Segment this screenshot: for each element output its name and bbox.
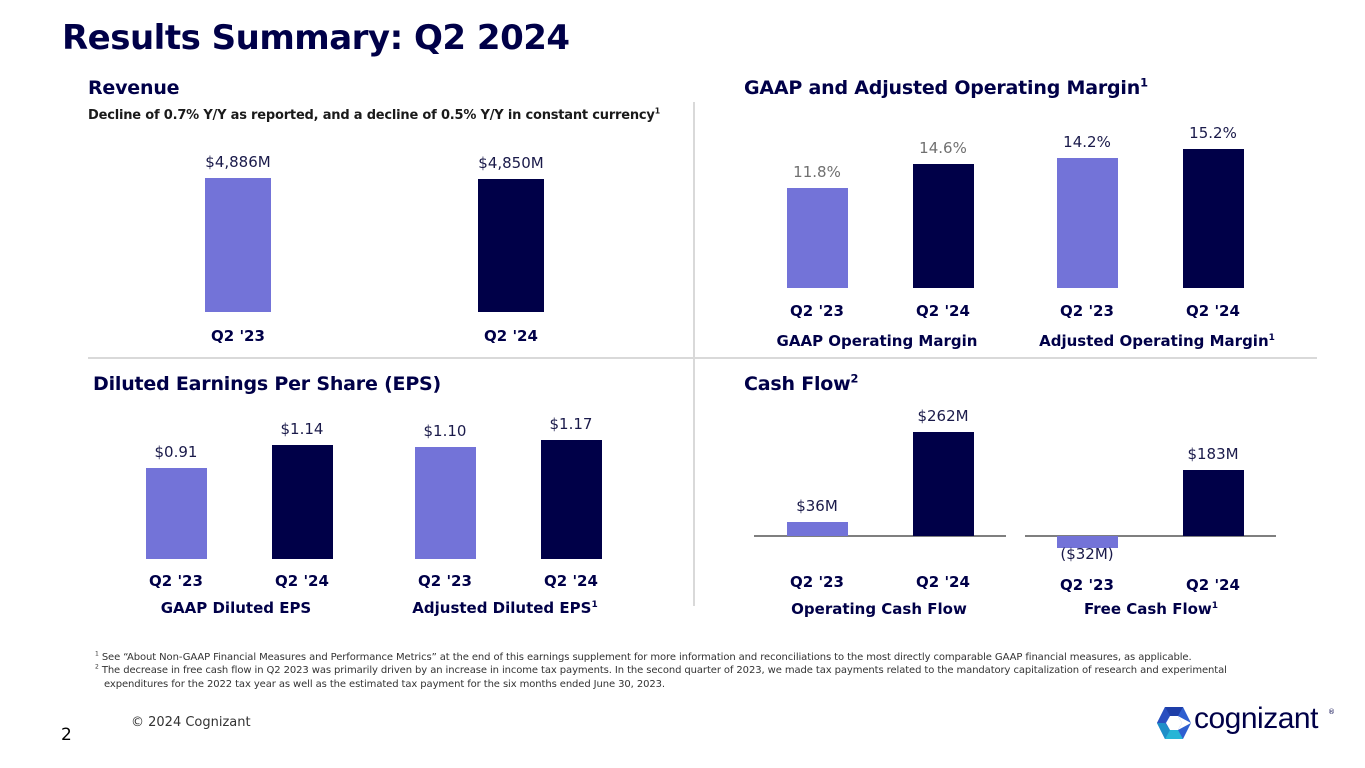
revenue-subtitle: Decline of 0.7% Y/Y as reported, and a d… [88, 106, 660, 123]
revenue-category-label: Q2 '24 [484, 327, 538, 345]
adjusted-diluted-eps-group-label-text: Adjusted Diluted EPS [412, 599, 592, 617]
footnote-text: The decrease in free cash flow in Q2 202… [101, 665, 1227, 676]
revenue-title: Revenue [88, 77, 180, 99]
revenue-bar-q2-24 [478, 178, 544, 312]
footnote-2: 2 The decrease in free cash flow in Q2 2… [95, 663, 1227, 676]
gaap-diluted-eps-group-label-text: GAAP Diluted EPS [160, 599, 312, 617]
logo-registered-mark: ® [1328, 708, 1335, 716]
footnote-ref: 2 [850, 371, 859, 386]
operating-cash-flow-group-label: Operating Cash Flow [749, 600, 1009, 618]
footnote-ref: 1 [591, 600, 598, 610]
free-cash-flow-group-label-text: Free Cash Flow [1083, 600, 1212, 618]
adjusted-diluted-eps-value-label: $1.17 [549, 415, 593, 433]
adjusted-diluted-eps-group-label: Adjusted Diluted EPS1 [375, 599, 635, 617]
footnote-marker: 1 [95, 650, 99, 658]
operating-cash-flow-bar-q2-24 [912, 432, 974, 536]
gaap-diluted-eps-value-label: $1.14 [280, 420, 324, 438]
free-cash-flow-value-label: $183M [1187, 445, 1239, 463]
footnote-marker: 2 [95, 663, 99, 671]
footnote-text: See “About Non-GAAP Financial Measures a… [101, 652, 1192, 663]
logo-wordmark: cognizant [1194, 702, 1318, 735]
operating-cash-flow-value-label: $262M [917, 407, 969, 425]
cognizant-logo: cognizant ® [1156, 702, 1336, 742]
footnote-ref: 1 [1140, 75, 1148, 90]
gaap-operating-margin-category-label: Q2 '24 [916, 302, 970, 320]
free-cash-flow-group-label: Free Cash Flow1 [1021, 600, 1281, 618]
adjusted-operating-margin-bar-q2-24 [1182, 149, 1244, 288]
footnote-ref: 1 [1211, 601, 1219, 611]
gaap-operating-margin-value-label: 14.6% [919, 139, 967, 157]
cash-title-text: Cash Flow [744, 373, 851, 395]
free-cash-flow-value-label: ($32M) [1060, 544, 1114, 563]
footnote-2-continuation: expenditures for the 2022 tax year as we… [104, 679, 665, 690]
free-cash-flow-bar-q2-23 [1056, 536, 1118, 548]
gaap-operating-margin-value-label: 11.8% [793, 162, 841, 181]
margin-title-text: GAAP and Adjusted Operating Margin [744, 77, 1141, 99]
adjusted-operating-margin-value-label: 14.2% [1063, 133, 1111, 152]
margin-title: GAAP and Adjusted Operating Margin1 [744, 77, 1148, 99]
gaap-diluted-eps-bar-q2-24 [271, 445, 333, 559]
page-title: Results Summary: Q2 2024 [62, 18, 570, 58]
operating-cash-flow-baseline [754, 535, 1006, 537]
adjusted-operating-margin-bar-q2-23 [1056, 158, 1118, 288]
page-number: 2 [61, 725, 72, 745]
free-cash-flow-category-label: Q2 '24 [1186, 576, 1240, 594]
free-cash-flow-baseline [1025, 535, 1276, 537]
revenue-bar-q2-23 [205, 178, 271, 312]
copyright: © 2024 Cognizant [131, 715, 251, 730]
adjusted-diluted-eps-value-label: $1.10 [423, 422, 467, 441]
eps-title: Diluted Earnings Per Share (EPS) [93, 373, 442, 395]
footnote-1: 1 See “About Non-GAAP Financial Measures… [95, 650, 1192, 663]
free-cash-flow-category-label: Q2 '23 [1060, 576, 1114, 594]
gaap-operating-margin-group-label-text: GAAP Operating Margin [776, 332, 978, 350]
footnote-ref: 1 [1268, 333, 1275, 343]
revenue-category-label: Q2 '23 [211, 327, 265, 345]
operating-cash-flow-category-label: Q2 '23 [790, 573, 844, 591]
adjusted-diluted-eps-bar-q2-24 [540, 440, 602, 559]
adjusted-diluted-eps-bar-q2-23 [414, 447, 476, 559]
adjusted-operating-margin-category-label: Q2 '24 [1186, 302, 1240, 320]
vertical-divider [693, 102, 695, 606]
gaap-operating-margin-group-label: GAAP Operating Margin [747, 332, 1007, 350]
gaap-diluted-eps-bar-q2-23 [145, 468, 207, 559]
gaap-operating-margin-bar-q2-24 [912, 164, 974, 288]
operating-cash-flow-category-label: Q2 '24 [916, 573, 970, 591]
operating-cash-flow-group-label-text: Operating Cash Flow [791, 600, 967, 618]
revenue-value-label: $4,850M [478, 153, 544, 172]
footnote-ref: 1 [654, 106, 660, 116]
gaap-diluted-eps-category-label: Q2 '24 [275, 572, 329, 590]
adjusted-operating-margin-group-label: Adjusted Operating Margin1 [1027, 332, 1287, 350]
gaap-diluted-eps-group-label: GAAP Diluted EPS [106, 599, 366, 617]
gaap-operating-margin-category-label: Q2 '23 [790, 302, 844, 320]
free-cash-flow-bar-q2-24 [1182, 470, 1244, 536]
operating-cash-flow-value-label: $36M [796, 496, 838, 515]
revenue-value-label: $4,886M [205, 153, 271, 171]
adjusted-operating-margin-category-label: Q2 '23 [1060, 302, 1114, 320]
adjusted-diluted-eps-category-label: Q2 '24 [544, 572, 598, 590]
cash-title: Cash Flow2 [744, 373, 858, 395]
gaap-diluted-eps-category-label: Q2 '23 [149, 572, 203, 590]
gaap-operating-margin-bar-q2-23 [786, 187, 848, 288]
operating-cash-flow-bar-q2-23 [786, 521, 848, 536]
gaap-diluted-eps-value-label: $0.91 [154, 443, 198, 461]
adjusted-operating-margin-group-label-text: Adjusted Operating Margin [1039, 332, 1269, 350]
adjusted-diluted-eps-category-label: Q2 '23 [418, 572, 472, 590]
revenue-subtitle-text: Decline of 0.7% Y/Y as reported, and a d… [88, 108, 655, 123]
adjusted-operating-margin-value-label: 15.2% [1189, 124, 1237, 142]
horizontal-divider [88, 357, 1317, 359]
cognizant-hexagon-icon [1157, 707, 1191, 739]
